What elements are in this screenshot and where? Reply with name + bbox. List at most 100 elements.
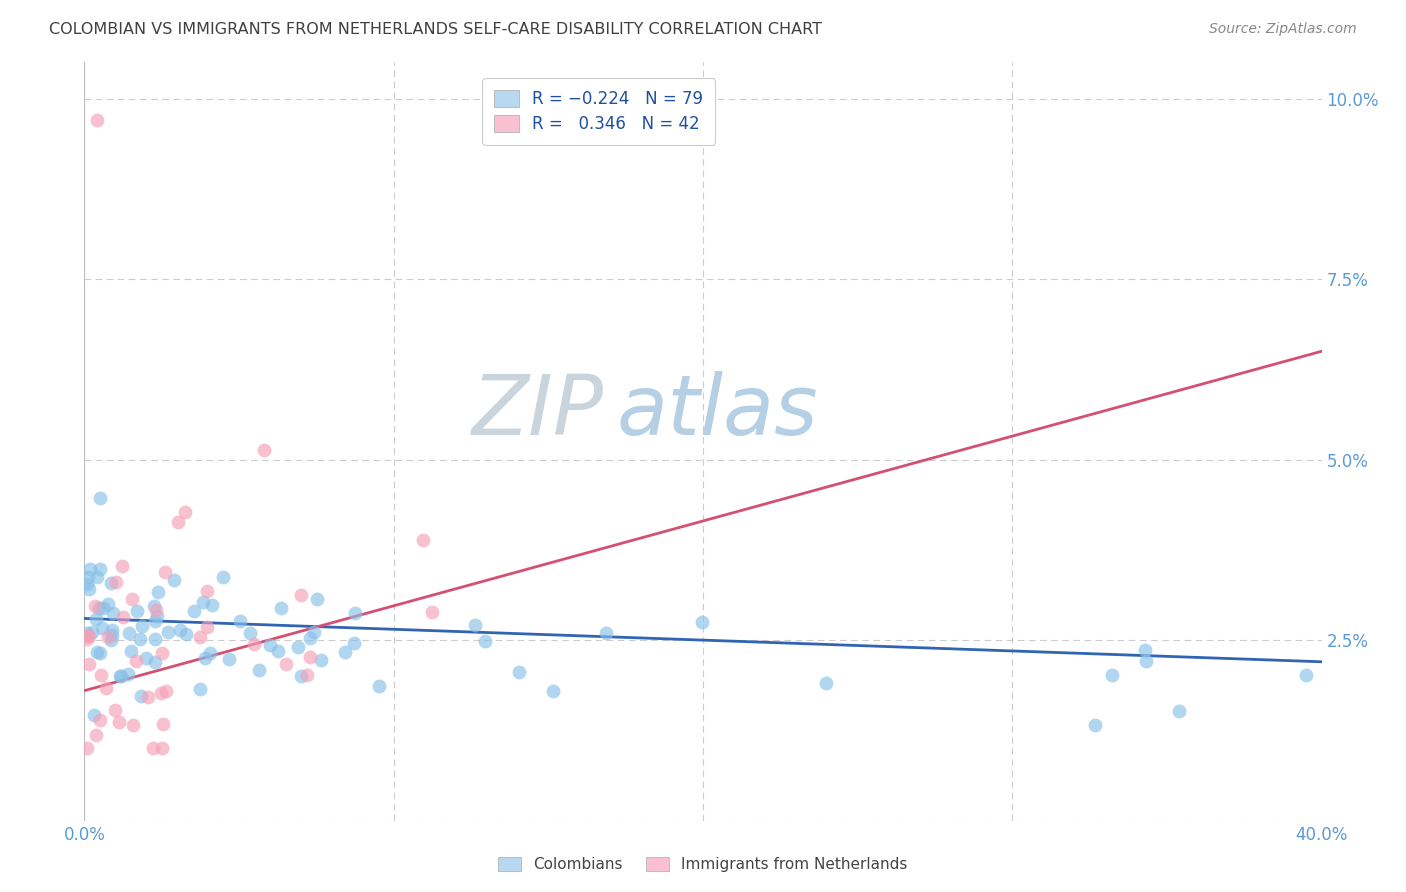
Text: atlas: atlas <box>616 371 818 451</box>
Point <box>1084 717 1107 731</box>
Point <box>307 592 329 607</box>
Legend: R = −0.224   N = 79, R =   0.346   N = 42: R = −0.224 N = 79, R = 0.346 N = 42 <box>482 78 716 145</box>
Point <box>814 676 837 690</box>
Point <box>108 714 131 729</box>
Point <box>690 615 713 630</box>
Point <box>91 600 114 615</box>
Point <box>136 690 159 704</box>
Point <box>1101 668 1123 682</box>
Point <box>86 113 108 128</box>
Point <box>118 626 141 640</box>
Point <box>201 599 224 613</box>
Point <box>157 624 180 639</box>
Point <box>474 634 496 648</box>
Point <box>188 630 211 644</box>
Point <box>290 588 312 602</box>
Point <box>229 615 252 629</box>
Point <box>77 582 100 596</box>
Point <box>270 601 292 615</box>
Point <box>193 595 215 609</box>
Point <box>1133 642 1156 657</box>
Point <box>90 667 112 681</box>
Point <box>198 646 221 660</box>
Point <box>79 562 101 576</box>
Point <box>101 623 124 637</box>
Point <box>110 669 132 683</box>
Point <box>84 612 107 626</box>
Point <box>120 644 142 658</box>
Point <box>117 666 139 681</box>
Point <box>97 630 120 644</box>
Point <box>89 646 111 660</box>
Point <box>343 636 366 650</box>
Point <box>422 605 444 619</box>
Point <box>135 651 157 665</box>
Point <box>145 603 167 617</box>
Text: COLOMBIAN VS IMMIGRANTS FROM NETHERLANDS SELF-CARE DISABILITY CORRELATION CHART: COLOMBIAN VS IMMIGRANTS FROM NETHERLANDS… <box>49 22 823 37</box>
Point <box>311 653 333 667</box>
Legend: Colombians, Immigrants from Netherlands: Colombians, Immigrants from Netherlands <box>491 849 915 880</box>
Text: Source: ZipAtlas.com: Source: ZipAtlas.com <box>1209 22 1357 37</box>
Point <box>239 625 262 640</box>
Point <box>304 625 326 640</box>
Point <box>112 609 135 624</box>
Point <box>131 618 153 632</box>
Point <box>247 663 270 677</box>
Point <box>76 632 98 647</box>
Point <box>218 652 240 666</box>
Point <box>367 679 389 693</box>
Point <box>96 597 118 611</box>
Point <box>77 570 100 584</box>
Point <box>188 681 211 696</box>
Point <box>141 740 163 755</box>
Point <box>166 515 188 529</box>
Point <box>1168 705 1191 719</box>
Point <box>77 629 100 643</box>
Point <box>96 681 118 695</box>
Point <box>242 637 264 651</box>
Point <box>127 604 149 618</box>
Point <box>150 741 173 756</box>
Point <box>195 583 218 598</box>
Point <box>287 640 309 654</box>
Point <box>267 643 290 657</box>
Point <box>295 668 318 682</box>
Point <box>84 728 107 742</box>
Point <box>152 716 174 731</box>
Point <box>195 620 218 634</box>
Point <box>595 625 617 640</box>
Point <box>290 669 312 683</box>
Point <box>86 570 108 584</box>
Point <box>77 657 100 672</box>
Point <box>508 665 530 680</box>
Point <box>89 713 111 727</box>
Point <box>162 574 184 588</box>
Point <box>145 608 167 623</box>
Point <box>86 645 108 659</box>
Point <box>103 606 125 620</box>
Point <box>146 585 169 599</box>
Point <box>1295 668 1317 682</box>
Point <box>142 599 165 614</box>
Point <box>104 574 127 589</box>
Point <box>129 632 152 646</box>
Point <box>111 558 134 573</box>
Point <box>259 638 281 652</box>
Point <box>299 649 322 664</box>
Point <box>122 718 145 732</box>
Point <box>253 442 276 457</box>
Point <box>121 591 143 606</box>
Point <box>89 491 111 505</box>
Point <box>76 629 98 643</box>
Point <box>143 614 166 628</box>
Point <box>108 668 131 682</box>
Point <box>194 651 217 665</box>
Point <box>1135 654 1157 668</box>
Point <box>344 607 367 621</box>
Point <box>125 654 148 668</box>
Point <box>90 621 112 635</box>
Point <box>100 633 122 648</box>
Point <box>149 686 172 700</box>
Point <box>104 703 127 717</box>
Point <box>101 628 124 642</box>
